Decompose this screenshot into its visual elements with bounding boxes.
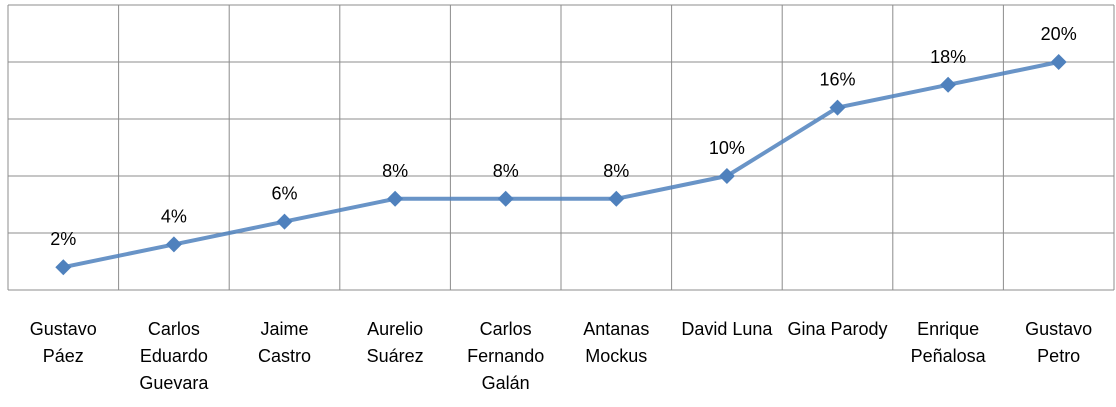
x-tick-label: Gustavo Páez (29, 319, 97, 366)
series-line (62, 60, 1060, 270)
point-marker (387, 190, 404, 207)
point-marker (1050, 54, 1067, 70)
x-tick-label: Gina Parody (787, 319, 888, 339)
point-marker (829, 99, 846, 116)
point-marker (940, 76, 957, 93)
x-tick-label: Carlos Fernando Galán (467, 319, 545, 393)
point-marker (165, 236, 182, 253)
x-tick-label: Enrique Peñalosa (910, 319, 986, 366)
point-marker (497, 190, 514, 207)
x-tick-label: Aurelio Suárez (366, 319, 424, 366)
data-label: 2% (50, 229, 76, 249)
data-label: 8% (382, 161, 408, 181)
data-label: 4% (161, 206, 187, 226)
data-label: 8% (493, 161, 519, 181)
data-label: 6% (271, 184, 297, 204)
data-label: 10% (709, 138, 745, 158)
point-marker (608, 190, 625, 207)
x-tick-label: Jaime Castro (257, 319, 311, 366)
data-label: 16% (819, 70, 855, 90)
point-marker (276, 213, 293, 230)
data-label: 20% (1041, 24, 1077, 44)
point-marker (55, 259, 72, 276)
x-tick-label: David Luna (681, 319, 773, 339)
data-label: 18% (930, 47, 966, 67)
point-marker (718, 168, 735, 184)
x-tick-label: Gustavo Petro (1025, 319, 1093, 366)
x-tick-label: Carlos Eduardo Guevara (139, 319, 209, 393)
x-tick-label: Antanas Mockus (583, 319, 650, 366)
data-label: 8% (603, 161, 629, 181)
